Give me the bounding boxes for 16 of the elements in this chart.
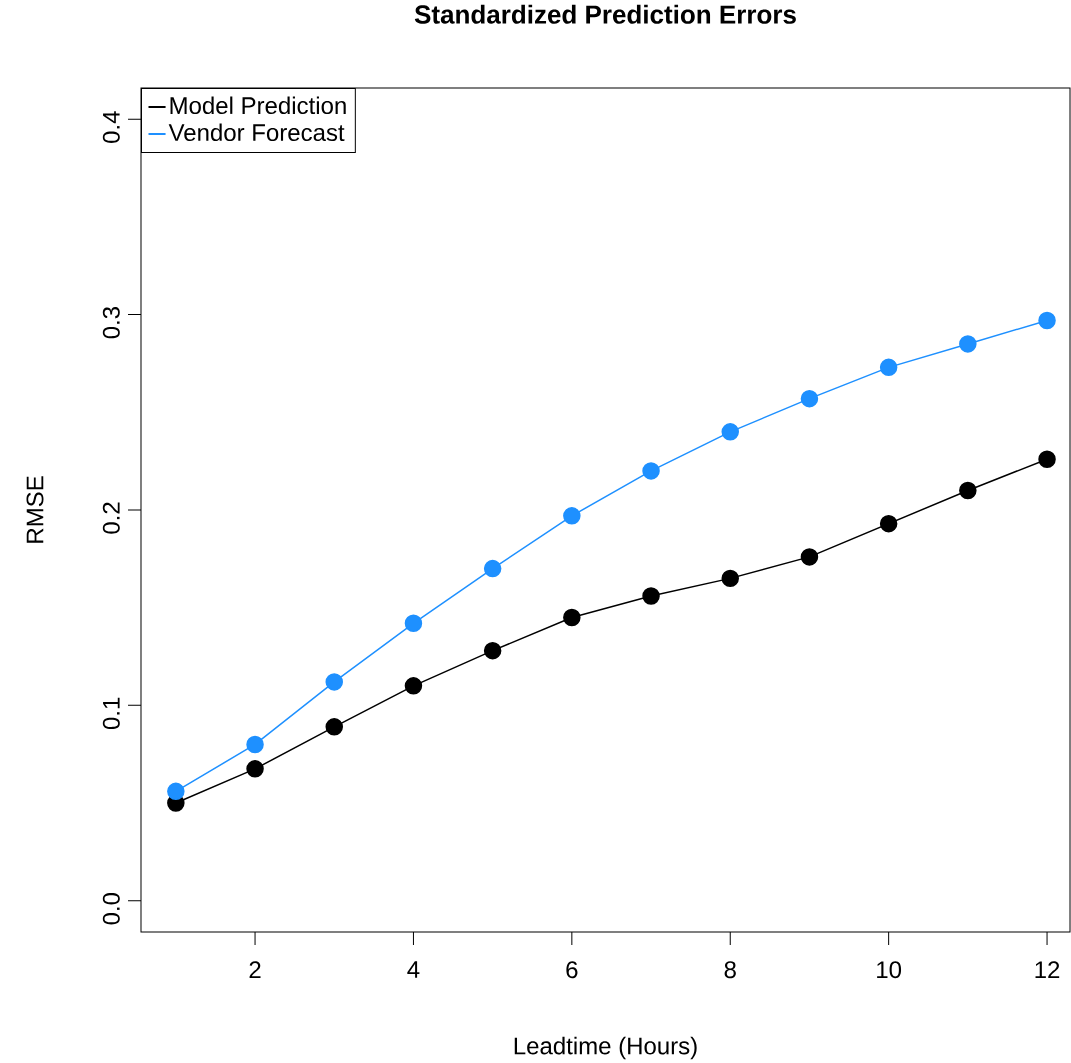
y-tick-label: 0.0 [102,893,120,925]
y-tick-label: 0.3 [102,306,120,339]
chart-title: Standardized Prediction Errors [414,4,796,24]
legend-label: Vendor Forecast [168,123,345,142]
x-tick-label: 4 [407,961,420,978]
y-tick-label: 0.1 [102,697,120,730]
y-tick-label: 0.2 [102,502,120,534]
x-tick-label: 6 [566,961,578,979]
x-tick-label: 8 [724,961,736,979]
x-tick-label: 2 [249,961,261,978]
legend-label: Model Prediction [170,96,346,115]
y-axis-title: RMSE [26,476,44,543]
x-tick-label: 10 [877,961,902,979]
x-tick-label: 12 [1035,961,1060,978]
y-tick-label: 0.4 [102,111,120,143]
x-axis-title: Leadtime (Hours) [514,1036,697,1060]
